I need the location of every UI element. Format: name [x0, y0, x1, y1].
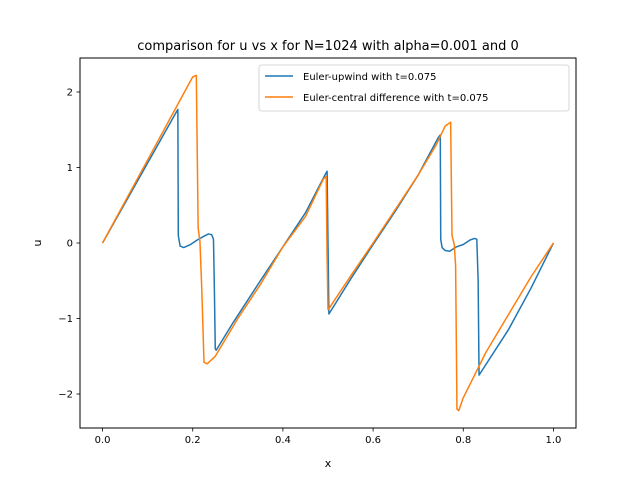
legend-box — [258, 64, 570, 112]
y-ticks: −2 −1 0 1 2 — [58, 87, 80, 401]
legend-label-0: Euler-upwind with t=0.075 — [303, 72, 437, 83]
legend-label-1: Euler-central difference with t=0.075 — [303, 93, 488, 104]
y-axis-label: u — [31, 240, 44, 247]
x-tick-label: 0.2 — [185, 435, 201, 446]
x-axis-label: x — [325, 457, 332, 470]
y-tick-label: 2 — [67, 87, 73, 98]
chart-title: comparison for u vs x for N=1024 with al… — [137, 39, 519, 54]
x-tick-label: 1.0 — [546, 435, 562, 446]
y-tick-label: 0 — [67, 239, 73, 250]
y-tick-label: −1 — [58, 314, 73, 325]
series-line-0 — [101, 108, 555, 376]
x-tick-label: 0.8 — [455, 435, 471, 446]
x-tick-label: 0.0 — [95, 435, 111, 446]
series-line-1 — [101, 74, 555, 412]
x-tick-label: 0.6 — [365, 435, 381, 446]
y-tick-label: −2 — [58, 390, 73, 401]
x-tick-label: 0.4 — [275, 435, 291, 446]
plot-lines — [101, 74, 555, 412]
legend: Euler-upwind with t=0.075 Euler-central d… — [258, 64, 570, 112]
x-ticks: 0.0 0.2 0.4 0.6 0.8 1.0 — [95, 428, 562, 446]
y-tick-label: 1 — [67, 163, 73, 174]
